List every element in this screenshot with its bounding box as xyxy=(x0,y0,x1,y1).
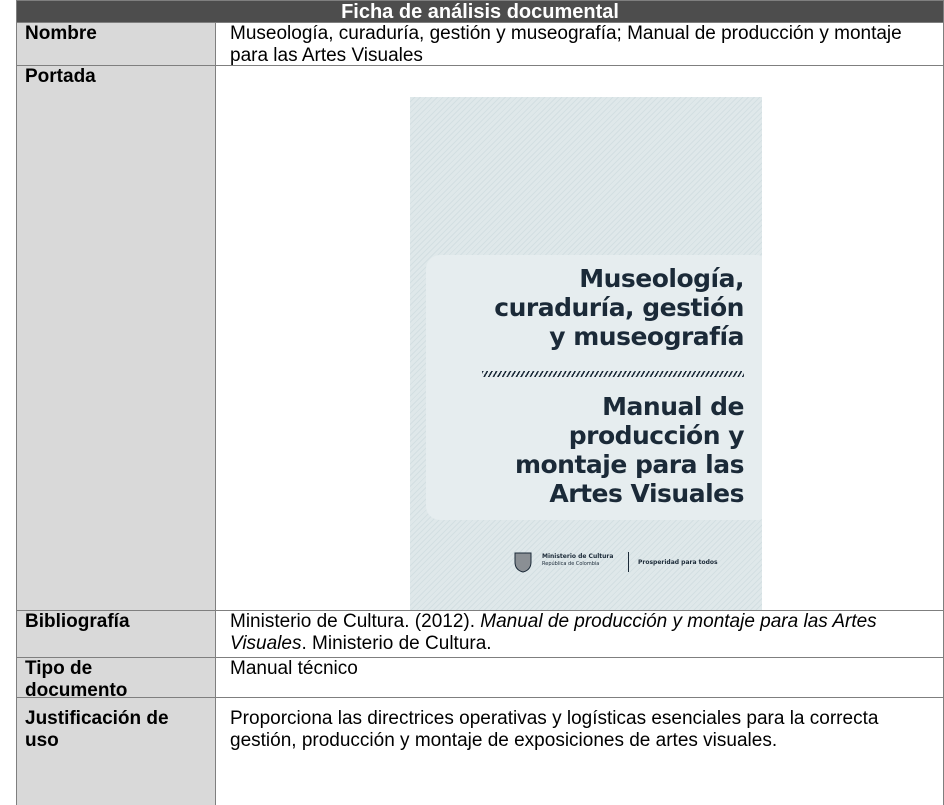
value-cell: Ministerio de Cultura. (2012). Manual de… xyxy=(215,610,944,658)
ministry-name: Ministerio de Cultura xyxy=(542,553,614,560)
row-label: Portada xyxy=(25,66,96,87)
cover-panel xyxy=(426,255,762,520)
value-cell: Proporciona las directrices operativas y… xyxy=(215,697,944,805)
row-label: Bibliografía xyxy=(25,611,130,632)
cover-title: Museología, curaduría, gestión y museogr… xyxy=(494,264,744,351)
label-cell: Bibliografía xyxy=(16,610,216,658)
cover-title-line: y museografía xyxy=(549,322,744,351)
row-value: Manual técnico xyxy=(230,658,358,679)
row-value: Proporciona las directrices operativas y… xyxy=(230,708,879,751)
logo-separator xyxy=(628,552,629,572)
label-cell: Justificación de uso xyxy=(16,697,216,805)
row-label: Nombre xyxy=(25,23,97,44)
value-cell: Manual técnico xyxy=(215,657,944,698)
value-cell: Museología, curaduría, gestión y museogr… xyxy=(215,22,944,66)
row-value: Museología, curaduría, gestión y museogr… xyxy=(230,23,902,66)
cover-subtitle-line: Artes Visuales xyxy=(549,479,744,508)
label-cell: Portada xyxy=(16,65,216,611)
label-cell: Tipo de documento xyxy=(16,657,216,701)
label-cell: Nombre xyxy=(16,22,216,66)
cover-subtitle: Manual de producción y montaje para las … xyxy=(514,392,745,508)
citation-text: Ministerio de Cultura. (2012). xyxy=(230,611,481,632)
cover-subtitle-line: producción y xyxy=(568,421,745,450)
slogan: Prosperidad para todos xyxy=(638,559,718,566)
row-label: Tipo de documento xyxy=(25,658,128,701)
row-label: Justificación de uso xyxy=(25,708,169,751)
shield-icon xyxy=(514,552,532,573)
citation-text: . Ministerio de Cultura. xyxy=(301,633,492,654)
cover-title-line: curaduría, gestión xyxy=(494,293,744,322)
cover-divider xyxy=(482,371,744,377)
cover-title-line: Museología, xyxy=(579,264,744,293)
ministry-logo: Ministerio de Cultura República de Colom… xyxy=(542,553,613,568)
table-title: Ficha de análisis documental xyxy=(16,0,944,23)
cover-subtitle-line: montaje para las xyxy=(514,450,745,479)
book-cover: Museología, curaduría, gestión y museogr… xyxy=(410,97,762,610)
ministry-country: República de Colombia xyxy=(542,561,600,567)
cover-subtitle-line: Manual de xyxy=(602,392,744,421)
citation-title: Manual de producción y montaje para las … xyxy=(230,611,877,654)
